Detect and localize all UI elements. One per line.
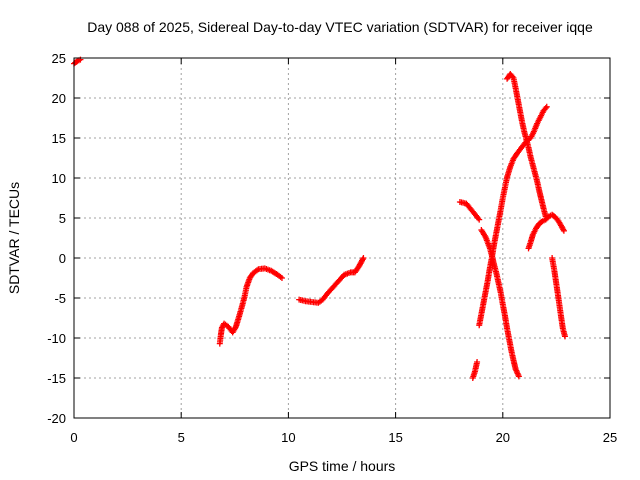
data-point xyxy=(254,267,261,274)
x-tick-label: 0 xyxy=(70,430,77,445)
x-axis-label: GPS time / hours xyxy=(289,458,396,474)
data-point xyxy=(509,73,516,80)
data-track-4 xyxy=(456,199,483,223)
data-point xyxy=(543,103,550,110)
data-point xyxy=(542,105,549,112)
grid xyxy=(74,58,610,418)
data-point xyxy=(475,215,482,222)
x-tick-label: 25 xyxy=(603,430,617,445)
y-tick-label: -20 xyxy=(47,411,66,426)
y-tick-label: 0 xyxy=(59,251,66,266)
data-track-10 xyxy=(549,255,568,340)
data-point xyxy=(515,373,522,380)
y-tick-label: 10 xyxy=(52,171,66,186)
x-tick-label: 15 xyxy=(388,430,402,445)
data-point xyxy=(474,359,481,365)
y-tick-label: 5 xyxy=(59,211,66,226)
x-tick-label: 5 xyxy=(178,430,185,445)
y-tick-label: 25 xyxy=(52,51,66,66)
data-point xyxy=(561,333,568,340)
chart-title: Day 088 of 2025, Sidereal Day-to-day VTE… xyxy=(87,19,593,35)
data-point xyxy=(278,275,285,281)
x-tick-label: 10 xyxy=(281,430,295,445)
y-tick-label: -10 xyxy=(47,331,66,346)
data-track-7 xyxy=(478,227,522,380)
data-points xyxy=(71,56,568,381)
data-track-5 xyxy=(469,359,481,381)
data-point xyxy=(560,227,567,234)
data-point xyxy=(476,216,483,223)
y-tick-label: -5 xyxy=(54,291,66,306)
y-axis-label: SDTVAR / TECUs xyxy=(6,182,22,294)
plot-frame xyxy=(73,57,611,419)
data-track-8 xyxy=(504,71,549,220)
axis-ticks: 0 5 10 15 20 25 -20 -15 -10 -5 0 5 10 15 20 25 xyxy=(47,51,617,445)
data-point xyxy=(359,256,366,263)
data-track-9 xyxy=(525,211,567,252)
data-point xyxy=(560,226,567,233)
y-tick-label: -15 xyxy=(47,371,66,386)
data-track-3 xyxy=(296,255,367,306)
x-tick-label: 20 xyxy=(496,430,510,445)
data-point xyxy=(360,255,367,261)
data-track-6 xyxy=(476,103,550,329)
y-tick-label: 20 xyxy=(52,91,66,106)
y-tick-label: 15 xyxy=(52,131,66,146)
data-track-1 xyxy=(71,56,84,67)
data-track-2 xyxy=(216,265,285,347)
